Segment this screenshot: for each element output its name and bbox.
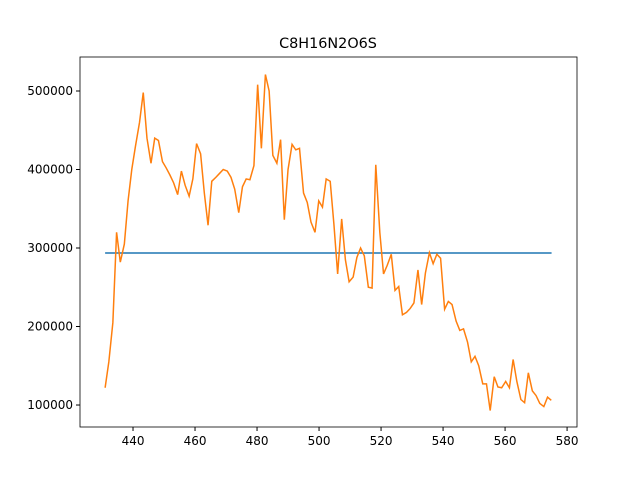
plot-frame	[79, 56, 578, 428]
x-tick-label: 560	[494, 434, 517, 448]
x-tick-label: 500	[308, 434, 331, 448]
x-tick-label: 480	[246, 434, 269, 448]
x-tick-label: 460	[184, 434, 207, 448]
data-line	[104, 74, 552, 411]
y-tick-label: 500000	[27, 84, 73, 98]
y-tick-label: 100000	[27, 398, 73, 412]
y-tick-label: 400000	[27, 162, 73, 176]
x-tick-label: 580	[556, 434, 579, 448]
y-tick-label: 300000	[27, 241, 73, 255]
y-tick-label: 200000	[27, 320, 73, 334]
chart-title: C8H16N2O6S	[279, 36, 377, 52]
x-tick-label: 440	[122, 434, 145, 448]
x-tick-label: 540	[432, 434, 455, 448]
x-tick-label: 520	[370, 434, 393, 448]
